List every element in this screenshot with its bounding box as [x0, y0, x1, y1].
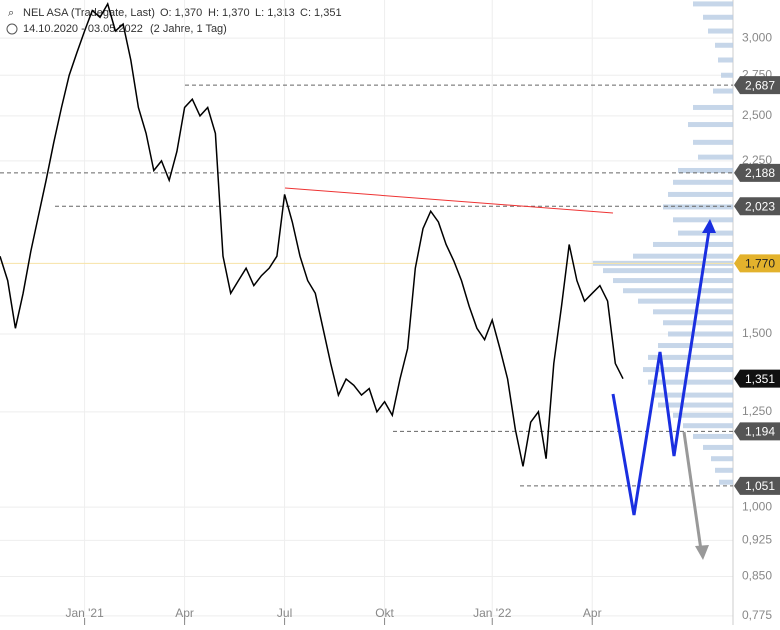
y-tick-label: 0,925 — [742, 533, 772, 547]
level-tag — [734, 76, 780, 95]
chart-icon: ⌕ — [8, 7, 14, 19]
ohlc-low: L: 1,313 — [255, 7, 295, 19]
period: 14.10.2020 - 03.05.2022 — [23, 23, 143, 35]
forecast-arrow — [702, 219, 716, 233]
price-line — [0, 1, 624, 467]
trend-line — [284, 187, 614, 214]
level-label: 1,194 — [745, 425, 775, 439]
volume-bar — [715, 467, 733, 473]
volume-bar — [683, 423, 733, 429]
volume-bar — [648, 379, 733, 385]
volume-bar — [698, 154, 733, 160]
y-tick-label: 3,000 — [742, 30, 772, 44]
volume-bar — [703, 444, 733, 450]
level-tag — [734, 422, 780, 441]
volume-bar — [718, 57, 733, 63]
volume-bar — [653, 241, 733, 247]
volume-bar — [719, 479, 733, 485]
level-tag — [734, 369, 780, 388]
y-tick-label: 2,250 — [742, 153, 772, 167]
ohlc-open: O: 1,370 — [160, 7, 202, 19]
level-label: 1,051 — [745, 479, 775, 493]
duration: (2 Jahre, 1 Tag) — [150, 23, 227, 35]
volume-bar — [658, 343, 733, 349]
y-tick-label: 1,500 — [742, 326, 772, 340]
volume-bar — [715, 42, 733, 48]
volume-bar — [658, 402, 733, 408]
volume-bar — [653, 392, 733, 398]
volume-bar — [673, 179, 733, 185]
volume-bar — [693, 104, 733, 110]
level-tag — [734, 254, 780, 273]
x-tick-label: Jul — [277, 606, 292, 620]
volume-bar — [688, 122, 733, 128]
volume-bar — [663, 320, 733, 326]
y-tick-label: 2,500 — [742, 108, 772, 122]
ohlc-high: H: 1,370 — [208, 7, 250, 19]
volume-bar — [713, 88, 733, 94]
level-label: 2,188 — [745, 166, 775, 180]
x-tick-label: Apr — [175, 606, 194, 620]
x-tick-label: Okt — [375, 606, 394, 620]
volume-bar — [638, 298, 733, 304]
volume-bar — [623, 288, 733, 294]
level-label: 1,770 — [745, 257, 775, 271]
volume-bar — [693, 1, 733, 7]
clock-icon — [6, 23, 18, 35]
level-label: 2,687 — [745, 78, 775, 92]
instrument: NEL ASA (Tradegate, Last) — [23, 7, 155, 19]
volume-bar — [678, 167, 733, 173]
volume-bar — [613, 278, 733, 284]
volume-bar — [673, 217, 733, 223]
x-tick-label: Apr — [583, 606, 602, 620]
level-tag — [734, 197, 780, 216]
volume-bar — [668, 191, 733, 197]
level-tag — [734, 163, 780, 182]
level-tag — [734, 476, 780, 495]
volume-bar — [603, 268, 733, 274]
ohlc-close: C: 1,351 — [300, 7, 342, 19]
x-tick-label: Jan '21 — [65, 606, 104, 620]
volume-bar — [721, 72, 733, 78]
level-label: 2,023 — [745, 199, 775, 213]
volume-bar — [633, 253, 733, 259]
y-tick-label: 1,250 — [742, 404, 772, 418]
volume-bar — [693, 139, 733, 145]
forecast-path — [611, 223, 712, 516]
volume-bar — [708, 28, 733, 34]
volume-bar — [668, 331, 733, 337]
volume-bar — [663, 204, 733, 210]
level-label: 1,351 — [745, 372, 775, 386]
volume-bar — [703, 14, 733, 20]
y-tick-label: 1,000 — [742, 499, 772, 513]
volume-bar — [693, 433, 733, 439]
alt-path — [682, 431, 703, 551]
alt-arrow — [695, 545, 709, 560]
volume-bar — [678, 230, 733, 236]
header: ⌕ NEL ASA (Tradegate, Last) O: 1,370 H: … — [6, 7, 342, 35]
x-tick-label: Jan '22 — [473, 606, 512, 620]
volume-bar — [711, 456, 733, 462]
y-tick-label: 0,850 — [742, 569, 772, 583]
volume-bar — [673, 412, 733, 418]
y-tick-label: 0,775 — [742, 608, 772, 622]
volume-bar — [653, 309, 733, 315]
